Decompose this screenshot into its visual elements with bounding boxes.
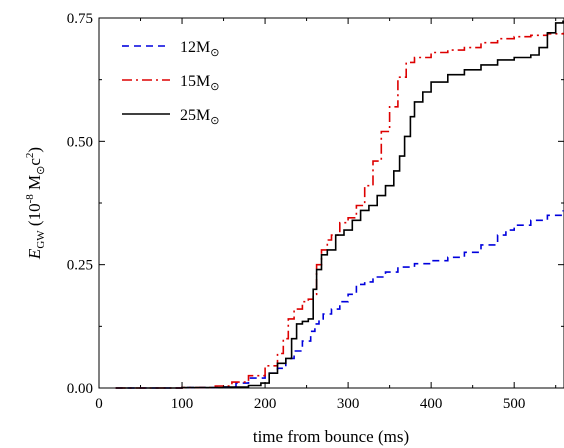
x-tick-label: 0 xyxy=(95,396,103,412)
y-tick-label: 0.75 xyxy=(67,11,93,27)
x-tick-label: 400 xyxy=(420,396,443,412)
x-tick-label: 100 xyxy=(171,396,194,412)
legend-label-25: 25M⊙ xyxy=(180,107,219,127)
y-tick-label: 0.25 xyxy=(67,258,93,274)
y-tick-label: 0.50 xyxy=(67,134,93,150)
series-line-2 xyxy=(115,20,564,389)
x-tick-label: 500 xyxy=(503,396,526,412)
series-line-0 xyxy=(115,210,564,389)
plot-frame xyxy=(98,17,564,389)
y-tick-label: 0.00 xyxy=(67,381,93,397)
axis-ticks: 0 100 200 300 400 500 0.00 0.25 0.50 0.75 xyxy=(67,11,564,412)
x-axis-label: time from bounce (ms) xyxy=(253,427,409,446)
x-tick-label: 300 xyxy=(337,396,360,412)
y-axis-label: EGW (10-8 M⊙c2) xyxy=(24,147,47,260)
legend-label-15: 15M⊙ xyxy=(180,73,219,93)
x-tick-label: 200 xyxy=(254,396,277,412)
series-line-1 xyxy=(115,32,564,389)
legend-label-12: 12M⊙ xyxy=(180,39,219,59)
series-layer xyxy=(115,20,564,389)
legend: 12M⊙ 15M⊙ 25M⊙ xyxy=(122,39,219,127)
